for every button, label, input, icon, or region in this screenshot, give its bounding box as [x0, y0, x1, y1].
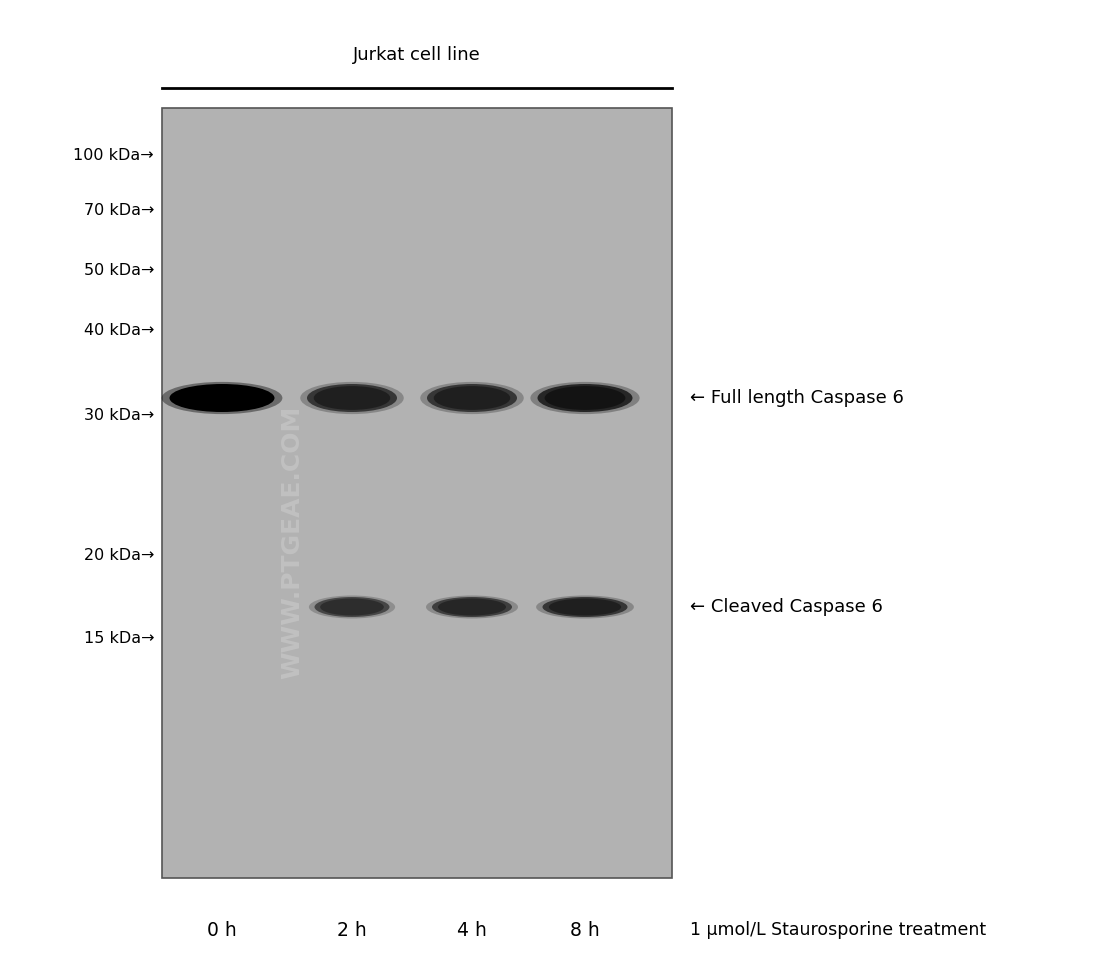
Ellipse shape [427, 384, 517, 412]
Text: WWW.PTGEAE.COM: WWW.PTGEAE.COM [279, 406, 304, 679]
Ellipse shape [315, 597, 389, 617]
Text: 50 kDa→: 50 kDa→ [84, 263, 154, 277]
Text: ← Full length Caspase 6: ← Full length Caspase 6 [690, 389, 904, 407]
Ellipse shape [433, 386, 510, 410]
Ellipse shape [169, 384, 275, 412]
Text: 70 kDa→: 70 kDa→ [84, 203, 154, 218]
Text: 4 h: 4 h [458, 920, 487, 940]
Text: Jurkat cell line: Jurkat cell line [353, 46, 481, 64]
Ellipse shape [549, 599, 621, 615]
Text: 100 kDa→: 100 kDa→ [74, 148, 154, 163]
Ellipse shape [544, 386, 626, 410]
Ellipse shape [438, 599, 506, 615]
Ellipse shape [420, 382, 524, 415]
Text: 0 h: 0 h [207, 920, 236, 940]
Ellipse shape [314, 386, 390, 410]
Ellipse shape [162, 382, 283, 415]
Ellipse shape [530, 382, 639, 415]
Ellipse shape [426, 596, 518, 618]
Text: 30 kDa→: 30 kDa→ [84, 408, 154, 422]
Text: 20 kDa→: 20 kDa→ [84, 548, 154, 563]
Ellipse shape [307, 384, 397, 412]
Text: ← Cleaved Caspase 6: ← Cleaved Caspase 6 [690, 598, 883, 616]
Text: 15 kDa→: 15 kDa→ [84, 630, 154, 646]
Ellipse shape [300, 382, 404, 415]
Ellipse shape [432, 597, 512, 617]
Text: 2 h: 2 h [337, 920, 367, 940]
Text: 1 μmol/L Staurosporine treatment: 1 μmol/L Staurosporine treatment [690, 921, 986, 939]
Text: 40 kDa→: 40 kDa→ [84, 322, 154, 337]
Text: 8 h: 8 h [570, 920, 600, 940]
Ellipse shape [536, 596, 634, 618]
Ellipse shape [542, 597, 627, 617]
Ellipse shape [309, 596, 395, 618]
Ellipse shape [538, 384, 632, 412]
Bar [162, 108, 672, 878]
Ellipse shape [177, 386, 266, 410]
Ellipse shape [320, 599, 384, 615]
